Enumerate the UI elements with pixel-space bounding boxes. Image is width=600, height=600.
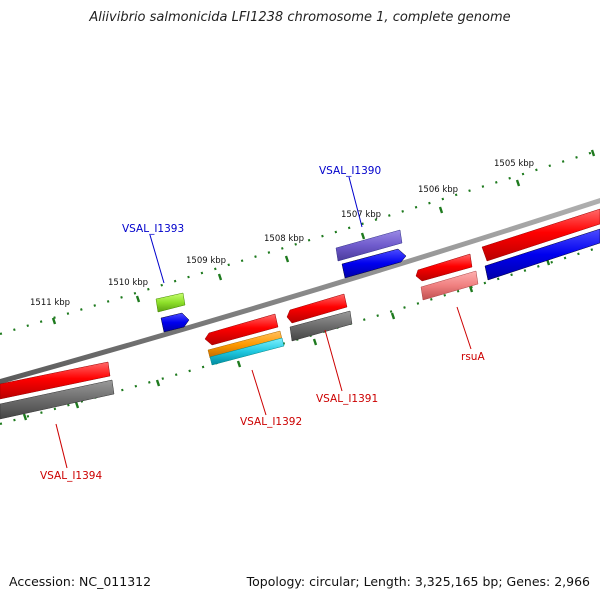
gene-feature-vsal-i1392[interactable] <box>204 313 279 346</box>
genome-summary-text: Topology: circular; Length: 3,325,165 bp… <box>246 574 590 589</box>
scale-label: 1508 kbp <box>264 234 304 244</box>
scale-label: 1507 kbp <box>341 210 381 220</box>
gene-feature-rsua[interactable] <box>415 253 473 282</box>
gene-feature-vsal-i1394[interactable] <box>0 361 111 400</box>
leader-line-rsua <box>456 306 472 350</box>
gene-feature-red[interactable] <box>481 208 600 262</box>
scale-label: 1505 kbp <box>494 159 534 169</box>
chromosome-backbone <box>0 197 600 385</box>
gene-label-vsal-i1390[interactable]: VSAL_I1390 <box>319 165 381 177</box>
gene-feature-pink[interactable] <box>420 270 479 301</box>
gene-feature-blue[interactable] <box>484 228 600 281</box>
scale-label: 1509 kbp <box>186 256 226 266</box>
inner-major-ticks <box>22 258 551 421</box>
scale-label: 1511 kbp <box>30 298 70 308</box>
gene-feature-gray-long[interactable] <box>0 379 115 420</box>
leader-line-vsal-i1394 <box>55 423 68 469</box>
leader-line-vsal-i1392 <box>251 369 267 416</box>
outer-major-ticks <box>51 149 596 325</box>
gene-feature-cyan[interactable] <box>209 337 285 366</box>
leader-line-vsal-i1390 <box>348 176 363 228</box>
gene-feature-gray[interactable] <box>289 310 353 342</box>
gene-feature-blue-small-arrow[interactable] <box>160 312 190 333</box>
scale-label: 1506 kbp <box>418 185 458 195</box>
leader-line-vsal-i1391 <box>324 329 343 392</box>
gene-feature-vsal-i1391[interactable] <box>286 293 348 324</box>
gene-label-vsal-i1393[interactable]: VSAL_I1393 <box>122 223 184 235</box>
gene-label-vsal-i1391[interactable]: VSAL_I1391 <box>316 393 378 405</box>
gene-feature-blue-arrow[interactable] <box>341 248 407 279</box>
accession-text: Accession: NC_011312 <box>9 574 152 589</box>
gene-feature-lime[interactable] <box>155 292 186 313</box>
gene-label-vsal-i1392[interactable]: VSAL_I1392 <box>240 416 302 428</box>
gene-feature-violet[interactable] <box>335 229 403 262</box>
scale-label: 1510 kbp <box>108 278 148 288</box>
map-title: Aliivibrio salmonicida LFI1238 chromosom… <box>89 10 511 25</box>
gene-label-vsal-i1394[interactable]: VSAL_I1394 <box>40 470 102 482</box>
leader-line-vsal-i1393 <box>149 234 165 284</box>
gene-label-rsua[interactable]: rsuA <box>461 351 485 363</box>
